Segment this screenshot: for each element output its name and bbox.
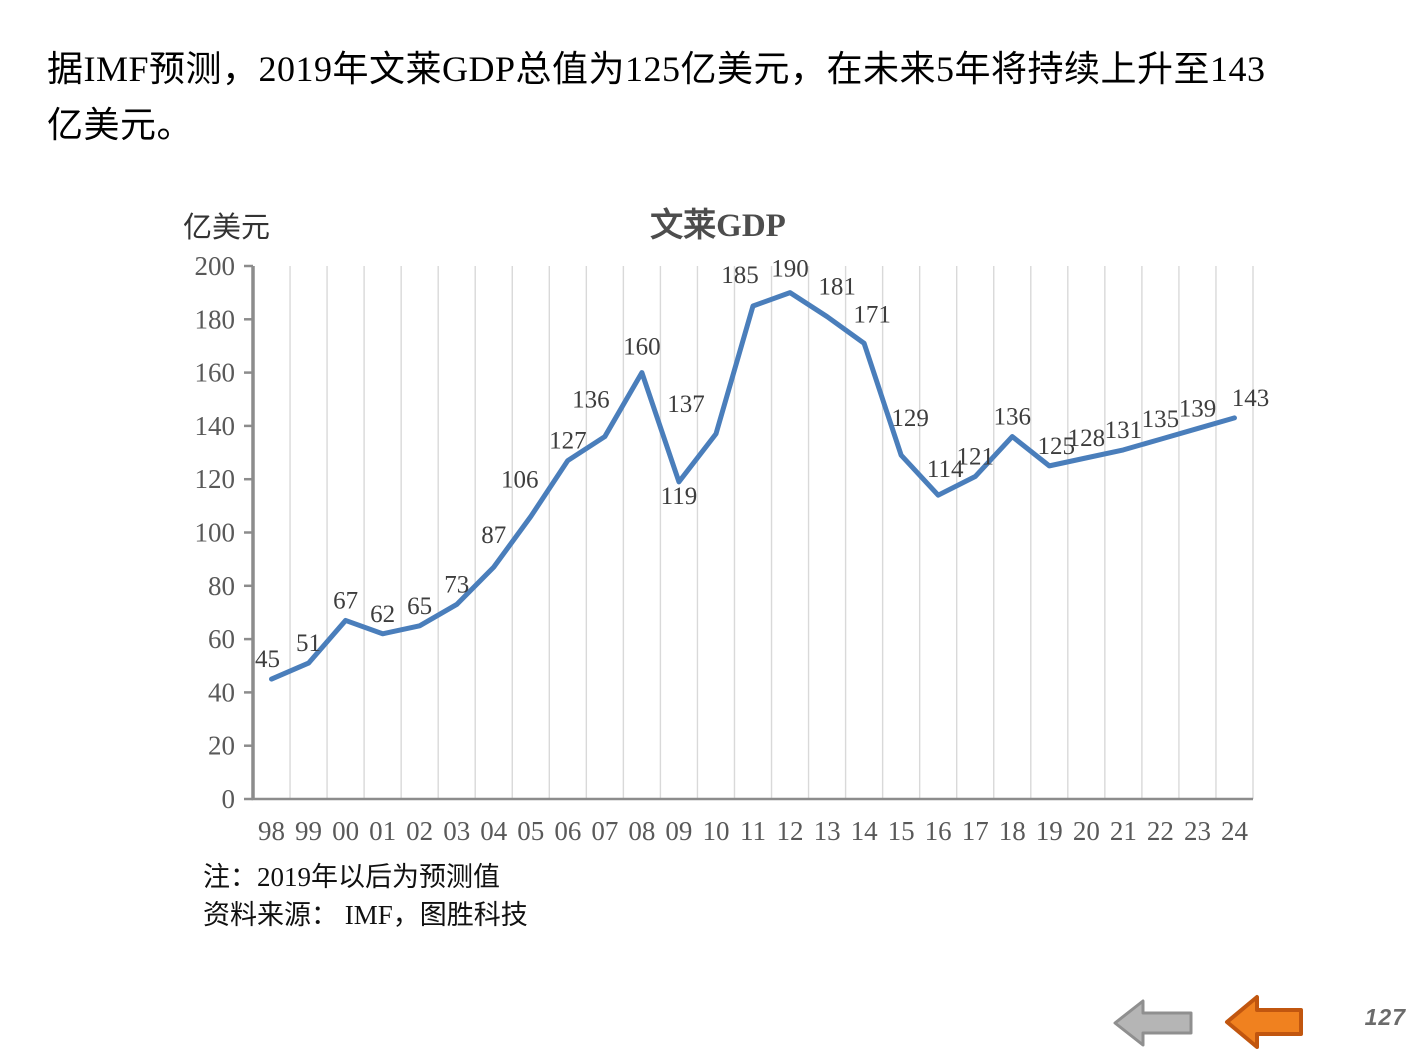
x-tick-label: 07 xyxy=(591,816,618,846)
x-tick-label: 01 xyxy=(369,816,396,846)
x-tick-label: 00 xyxy=(332,816,359,846)
x-tick-label: 04 xyxy=(480,816,508,846)
x-tick-label: 18 xyxy=(999,816,1026,846)
slide-title: 据IMF预测，2019年文莱GDP总值为125亿美元，在未来5年将持续上升至14… xyxy=(47,42,1387,154)
y-tick-label: 100 xyxy=(195,518,236,548)
y-tick-label: 80 xyxy=(208,571,235,601)
y-tick-label: 180 xyxy=(195,304,236,334)
data-label: 190 xyxy=(771,256,809,283)
y-tick-label: 40 xyxy=(208,677,235,707)
data-label: 128 xyxy=(1068,425,1106,452)
x-tick-label: 02 xyxy=(406,816,433,846)
data-label: 127 xyxy=(549,428,587,455)
data-label: 51 xyxy=(296,630,321,657)
gray-left-arrow-shape[interactable] xyxy=(1113,999,1193,1047)
data-label: 65 xyxy=(407,593,432,620)
page-number: 127 xyxy=(1364,1004,1406,1030)
x-tick-label: 06 xyxy=(554,816,581,846)
x-tick-label: 05 xyxy=(517,816,544,846)
x-tick-label: 21 xyxy=(1110,816,1137,846)
nav-previous-arrow-icon[interactable] xyxy=(1224,993,1304,1053)
slide-title-line1: 据IMF预测，2019年文莱GDP总值为125亿美元，在未来5年将持续上升至14… xyxy=(47,49,1266,89)
x-tick-label: 23 xyxy=(1184,816,1211,846)
y-tick-label: 160 xyxy=(195,358,236,388)
data-label: 67 xyxy=(333,587,358,614)
x-tick-label: 24 xyxy=(1221,816,1249,846)
data-label: 119 xyxy=(661,483,698,510)
forecast-note: 注：2019年以后为预测值 xyxy=(203,862,500,892)
slide-title-line2: 亿美元。 xyxy=(47,104,194,145)
data-label: 135 xyxy=(1142,406,1180,433)
x-tick-label: 12 xyxy=(777,816,804,846)
y-tick-label: 120 xyxy=(195,464,236,494)
data-label: 87 xyxy=(481,522,506,549)
data-label: 139 xyxy=(1179,396,1217,423)
x-tick-label: 15 xyxy=(888,816,915,846)
x-tick-label: 13 xyxy=(814,816,841,846)
y-tick-label: 140 xyxy=(195,411,236,441)
x-tick-label: 10 xyxy=(702,816,729,846)
y-tick-label: 20 xyxy=(208,731,235,761)
data-label: 125 xyxy=(1038,433,1076,460)
data-label: 106 xyxy=(501,467,539,494)
data-label: 73 xyxy=(444,571,469,598)
data-label: 62 xyxy=(370,601,395,628)
y-axis: 0 20 40 60 80 100 120 140 160 180 200 xyxy=(195,251,253,814)
y-tick-label: 200 xyxy=(195,251,236,281)
x-tick-label: 03 xyxy=(443,816,470,846)
data-label: 136 xyxy=(572,387,610,414)
y-axis-unit-label: 亿美元 xyxy=(183,212,271,244)
x-tick-label: 08 xyxy=(628,816,655,846)
x-tick-label: 09 xyxy=(665,816,692,846)
gdp-line-chart: 0 20 40 60 80 100 120 140 160 180 200 98 99 00 01 02 03 0… xyxy=(195,251,1270,846)
orange-left-arrow-shape[interactable] xyxy=(1225,995,1303,1049)
data-label: 114 xyxy=(927,456,964,483)
data-label: 129 xyxy=(891,405,929,432)
x-tick-label: 17 xyxy=(962,816,989,846)
data-label: 137 xyxy=(667,391,705,418)
data-label: 136 xyxy=(994,404,1032,431)
source-note: 资料来源： IMF，图胜科技 xyxy=(203,900,528,930)
x-tick-label: 98 xyxy=(258,816,285,846)
x-tick-label: 99 xyxy=(295,816,322,846)
chart-title: 文莱GDP xyxy=(650,208,786,244)
x-tick-label: 19 xyxy=(1036,816,1063,846)
data-label: 131 xyxy=(1105,417,1143,444)
nav-back-arrow-icon[interactable] xyxy=(1112,997,1194,1049)
data-label: 181 xyxy=(818,274,856,301)
data-label: 45 xyxy=(255,646,280,673)
data-label: 143 xyxy=(1232,385,1270,412)
data-label: 160 xyxy=(623,334,661,361)
gridlines xyxy=(289,266,1254,799)
x-tick-label: 14 xyxy=(851,816,879,846)
x-tick-label: 16 xyxy=(925,816,952,846)
x-axis: 98 99 00 01 02 03 04 05 06 07 08 09 10 11 12 13 14 15 16 17… xyxy=(258,816,1248,846)
x-tick-label: 22 xyxy=(1147,816,1174,846)
y-tick-label: 60 xyxy=(208,624,235,654)
gdp-series-line xyxy=(269,290,1237,682)
y-tick-label: 0 xyxy=(222,784,236,814)
data-label: 121 xyxy=(956,444,994,471)
data-labels: 45 51 67 62 65 73 87 106 127 136 160 119 137 185 190 18… xyxy=(255,256,1269,673)
data-label: 171 xyxy=(853,301,891,328)
x-tick-label: 11 xyxy=(740,816,766,846)
data-label: 185 xyxy=(721,262,759,289)
x-tick-label: 20 xyxy=(1073,816,1100,846)
